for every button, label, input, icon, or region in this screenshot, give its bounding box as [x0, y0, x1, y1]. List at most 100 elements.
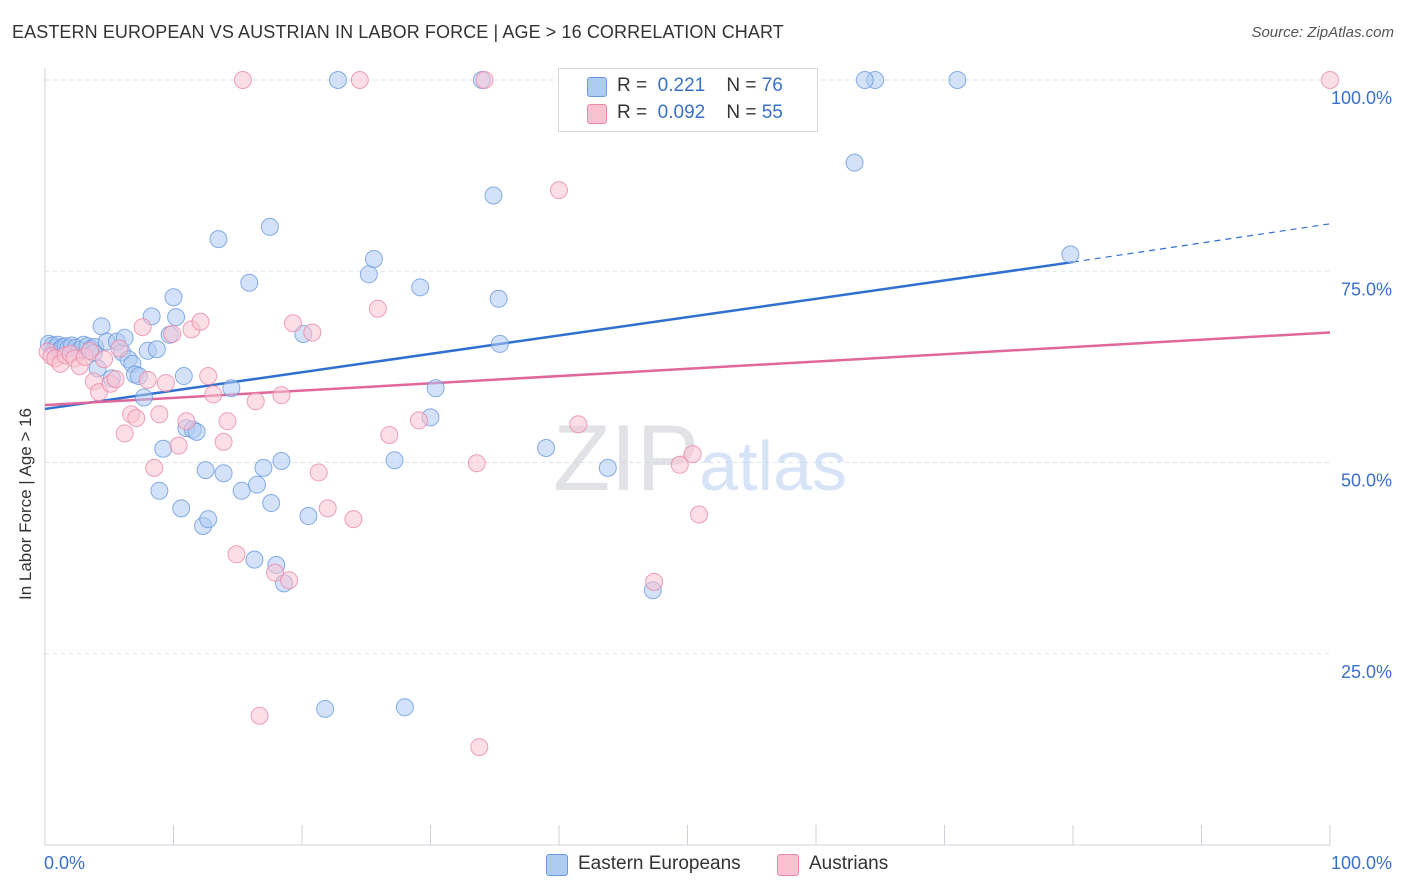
data-point [169, 436, 188, 455]
data-point [246, 392, 265, 411]
y-tick-label-100: 100.0% [1331, 88, 1392, 108]
y-tick-labels: 25.0% 50.0% 75.0% 100.0% [1331, 88, 1392, 682]
source-label: Source: ZipAtlas.com [1251, 24, 1394, 41]
legend-swatch-austrians [587, 104, 607, 124]
data-point [368, 299, 387, 318]
legend-n-eastern-europeans: 76 [761, 75, 783, 96]
data-point [133, 318, 152, 337]
x-tick-label-0: 0.0% [44, 853, 85, 873]
data-point [690, 505, 709, 524]
data-point [272, 386, 291, 405]
bottom-legend-label-eastern-europeans: Eastern Europeans [578, 853, 741, 874]
data-point [154, 439, 173, 458]
data-point [233, 71, 252, 89]
bottom-legend-swatch-eastern-europeans [546, 854, 568, 876]
legend-swatch-eastern-europeans [587, 77, 607, 97]
correlation-legend: R = 0.221 N = 76 R = 0.092 N = 55 [558, 68, 818, 132]
data-point [232, 481, 251, 500]
chart-title: EASTERN EUROPEAN VS AUSTRIAN IN LABOR FO… [12, 22, 784, 42]
data-point [309, 463, 328, 482]
data-point [245, 550, 264, 569]
data-point [254, 458, 273, 477]
data-point [110, 339, 129, 358]
data-point [489, 289, 508, 308]
trend-line-extension [1072, 223, 1331, 263]
data-point [569, 415, 588, 434]
data-point [145, 458, 164, 477]
trend-lines [44, 223, 1331, 411]
y-tick-label-50: 50.0% [1341, 471, 1392, 491]
data-point [134, 388, 153, 407]
data-point [266, 563, 285, 582]
data-point [196, 461, 215, 480]
data-point [214, 464, 233, 483]
y-tick-label-25: 25.0% [1341, 662, 1392, 682]
series-eastern-europeans [39, 71, 1080, 718]
data-point [204, 385, 223, 404]
data-point [470, 738, 489, 757]
data-point [163, 324, 182, 343]
bottom-legend-swatch-austrians [777, 854, 799, 876]
trend-line-eastern-europeans [44, 260, 1074, 411]
data-point [411, 278, 430, 297]
data-point [80, 341, 99, 360]
data-point [683, 445, 702, 464]
data-point [395, 698, 414, 717]
axes [44, 68, 1331, 846]
data-point [156, 373, 175, 392]
data-point [1321, 71, 1339, 89]
watermark-atlas: atlas [699, 427, 847, 505]
y-axis-label: In Labor Force | Age > 16 [16, 407, 35, 600]
legend-r-eastern-europeans: 0.221 [657, 75, 706, 96]
data-point [127, 409, 146, 428]
bottom-legend-label-austrians: Austrians [809, 853, 889, 874]
data-point [199, 510, 218, 529]
data-point [484, 186, 503, 205]
series-austrians [38, 71, 1339, 757]
data-point [260, 217, 279, 236]
x-tick-labels: 0.0% 100.0% [44, 853, 1392, 873]
data-point [490, 334, 509, 353]
x-tick-label-100: 100.0% [1331, 853, 1392, 873]
legend-n-austrians: 55 [761, 102, 783, 123]
legend-r-austrians: 0.092 [657, 102, 706, 123]
data-point [598, 458, 617, 477]
data-point [328, 71, 347, 89]
data-point [303, 323, 322, 342]
data-point [147, 340, 166, 359]
data-point [218, 412, 237, 431]
data-point [284, 314, 303, 333]
data-point [150, 481, 169, 500]
y-tick-label-75: 75.0% [1341, 279, 1392, 299]
data-point [359, 265, 378, 284]
data-point [316, 699, 335, 718]
data-point [948, 71, 967, 89]
data-point [364, 250, 383, 269]
data-point [318, 499, 337, 518]
data-point [95, 350, 114, 369]
data-point [409, 411, 428, 430]
data-point [380, 425, 399, 444]
data-point [645, 572, 664, 591]
data-point [250, 706, 269, 725]
data-point [1061, 245, 1080, 264]
data-points [38, 71, 1339, 757]
data-point [177, 412, 196, 431]
data-point [227, 545, 246, 564]
data-point [138, 370, 157, 389]
data-point [209, 230, 228, 249]
data-point [106, 370, 125, 389]
data-point [855, 71, 874, 89]
data-point [172, 499, 191, 518]
data-point [240, 273, 259, 292]
data-point [344, 510, 363, 529]
data-point [115, 424, 134, 443]
data-point [537, 438, 556, 457]
data-point [299, 507, 318, 526]
data-point [222, 379, 241, 398]
data-point [92, 317, 111, 336]
data-point [199, 367, 218, 386]
data-point [350, 71, 369, 89]
legend-text-austrians: R = 0.092 N = 55 [617, 102, 783, 123]
